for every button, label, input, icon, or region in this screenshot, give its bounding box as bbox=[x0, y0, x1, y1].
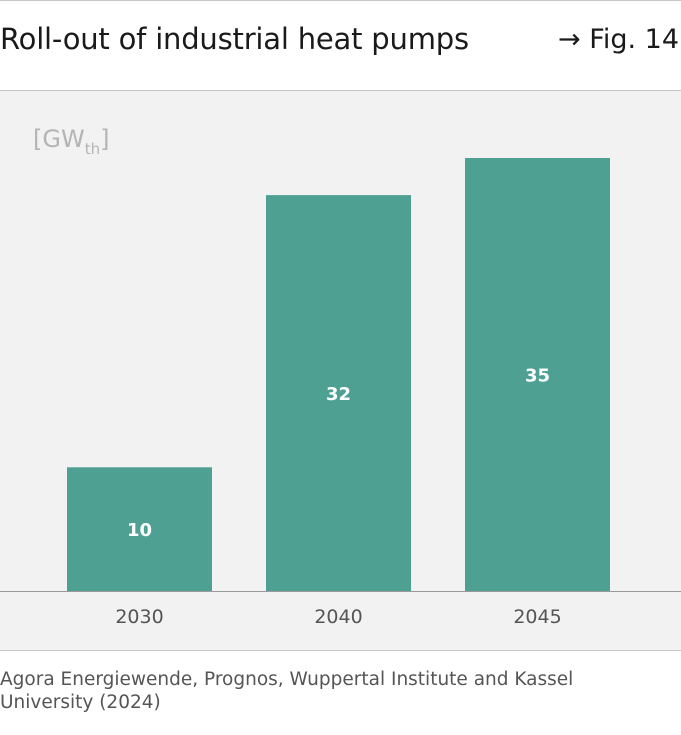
unit-label-sub: th bbox=[85, 140, 100, 158]
unit-label-close: ] bbox=[100, 125, 109, 153]
unit-label: [GWth] bbox=[33, 125, 109, 158]
chart-title: Roll-out of industrial heat pumps bbox=[0, 22, 469, 56]
bar-chart: [GWth] 10 32 35 2030 2040 2045 bbox=[0, 125, 681, 628]
bar-2045 bbox=[465, 158, 610, 591]
unit-label-main: [GW bbox=[33, 125, 85, 153]
data-label-2045: 35 bbox=[525, 366, 550, 387]
data-label-2030: 10 bbox=[127, 520, 152, 541]
data-label-2040: 32 bbox=[326, 384, 351, 405]
figure-reference[interactable]: → Fig. 14 bbox=[558, 24, 679, 55]
x-tick-labels: 2030 2040 2045 bbox=[115, 606, 561, 628]
figure-header: Roll-out of industrial heat pumps → Fig.… bbox=[0, 0, 681, 90]
bars-group: 10 32 35 bbox=[67, 158, 610, 591]
x-tick-2040: 2040 bbox=[314, 606, 362, 628]
arrow-right-icon: → bbox=[558, 24, 581, 55]
x-tick-2045: 2045 bbox=[513, 606, 561, 628]
figure-number: Fig. 14 bbox=[589, 24, 679, 55]
chart-panel: [GWth] 10 32 35 2030 2040 2045 bbox=[0, 90, 681, 651]
bar-2040 bbox=[266, 195, 411, 591]
source-note: Agora Energiewende, Prognos, Wuppertal I… bbox=[0, 669, 574, 713]
bar-2030 bbox=[67, 467, 212, 591]
x-tick-2030: 2030 bbox=[115, 606, 163, 628]
top-rule bbox=[0, 0, 681, 1]
